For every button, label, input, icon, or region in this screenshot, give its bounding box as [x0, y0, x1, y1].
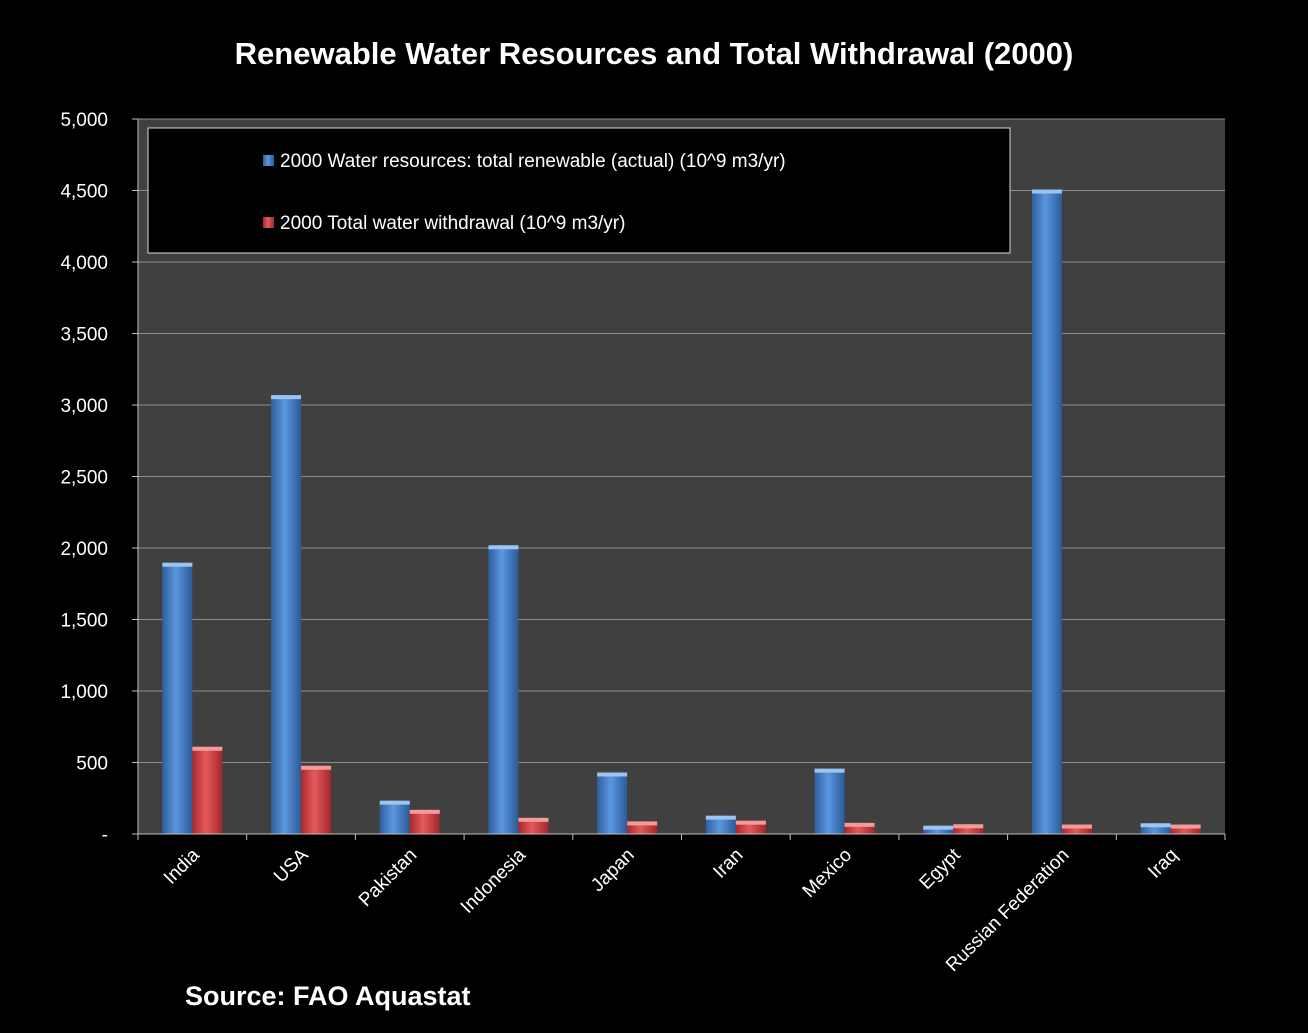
bar-cap-withdrawal — [301, 765, 332, 770]
bar-renewable — [1031, 189, 1062, 834]
bar-cap-withdrawal — [1061, 824, 1092, 829]
bar-cap-withdrawal — [518, 817, 549, 822]
bar-cap-renewable — [162, 562, 193, 567]
bar-renewable — [488, 545, 519, 834]
x-axis-ticks: India USA Pakistan Indonesia Japan Iran Mexico… — [137, 834, 1226, 976]
x-tick-label: Iraq — [1144, 845, 1182, 883]
bar-cap-withdrawal — [409, 809, 440, 814]
x-tick-label: Japan — [587, 845, 638, 896]
bar-withdrawal — [192, 746, 223, 834]
bar-cap-renewable — [488, 545, 519, 550]
legend-label-withdrawal: 2000 Total water withdrawal (10^9 m3/yr) — [280, 213, 625, 234]
bar-cap-withdrawal — [844, 822, 875, 827]
bar-renewable — [597, 772, 628, 834]
bar-cap-renewable — [705, 815, 736, 820]
y-tick-label: 5,000 — [60, 110, 108, 131]
chart-title: Renewable Water Resources and Total With… — [235, 36, 1074, 71]
bar-cap-withdrawal — [192, 746, 223, 751]
x-tick-label: India — [160, 844, 204, 888]
x-tick-label: Iran — [709, 845, 747, 883]
x-tick-label: USA — [270, 844, 313, 887]
bar-cap-withdrawal — [627, 821, 658, 826]
bar-withdrawal — [1170, 824, 1201, 834]
y-tick-label: 4,500 — [60, 182, 108, 203]
legend-swatch-renewable — [263, 155, 274, 166]
bar-cap-renewable — [379, 800, 410, 805]
x-tick-label: Egypt — [916, 844, 966, 894]
bar-cap-withdrawal — [735, 820, 766, 825]
bar-cap-renewable — [814, 768, 845, 773]
y-tick-label: 1,500 — [60, 611, 108, 632]
bar-cap-renewable — [1031, 189, 1062, 194]
bar-renewable — [923, 825, 954, 834]
y-axis-ticks: - 500 1,000 1,500 2,000 2,500 3,000 3,500 4,000 4… — [60, 110, 138, 846]
legend: 2000 Water resources: total renewable (a… — [147, 127, 1011, 254]
y-tick-label: 500 — [76, 754, 108, 775]
x-tick-label: Pakistan — [355, 845, 421, 911]
bar-cap-renewable — [271, 395, 302, 400]
bar-renewable — [271, 395, 302, 834]
y-tick-label: 2,000 — [60, 539, 108, 560]
y-tick-label: 3,000 — [60, 396, 108, 417]
bar-cap-renewable — [1140, 823, 1171, 828]
bar-cap-withdrawal — [1170, 824, 1201, 829]
y-tick-label: 4,000 — [60, 253, 108, 274]
bar-cap-renewable — [597, 772, 628, 777]
bar-withdrawal — [844, 822, 875, 834]
bar-withdrawal — [301, 765, 332, 834]
bar-cap-withdrawal — [953, 824, 984, 829]
legend-box — [147, 127, 1011, 254]
bar-renewable — [162, 562, 193, 834]
bar-renewable — [705, 815, 736, 834]
bar-cap-renewable — [923, 825, 954, 830]
bar-withdrawal — [409, 809, 440, 834]
y-tick-label: - — [102, 825, 108, 846]
bar-withdrawal — [1061, 824, 1092, 834]
x-tick-label: Mexico — [799, 845, 856, 902]
legend-swatch-withdrawal — [263, 217, 274, 228]
legend-label-renewable: 2000 Water resources: total renewable (a… — [280, 151, 786, 172]
bar-withdrawal — [518, 817, 549, 834]
x-tick-label: Indonesia — [457, 844, 530, 917]
y-tick-label: 1,000 — [60, 682, 108, 703]
source-annotation: Source: FAO Aquastat — [185, 981, 471, 1011]
bar-renewable — [379, 800, 410, 834]
bar-withdrawal — [953, 824, 984, 834]
x-tick-label: Russian Federation — [942, 845, 1073, 976]
bars — [162, 189, 1201, 834]
bar-renewable — [814, 768, 845, 834]
y-tick-label: 3,500 — [60, 325, 108, 346]
bar-renewable — [1140, 823, 1171, 834]
y-tick-label: 2,500 — [60, 468, 108, 489]
